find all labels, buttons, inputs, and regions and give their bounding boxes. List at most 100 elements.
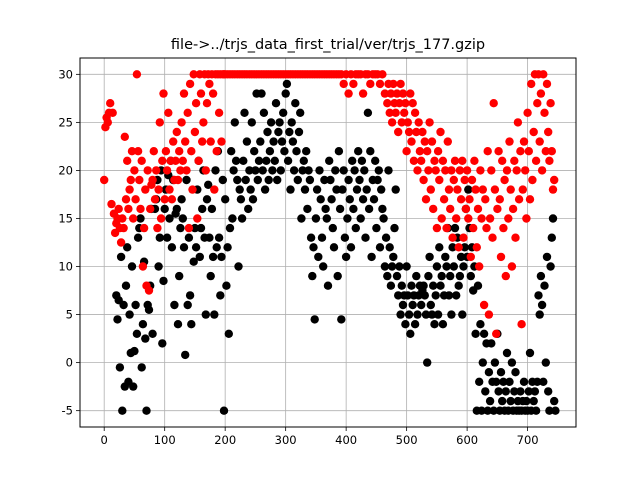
scatter-point: [484, 310, 494, 319]
y-tick-label: 30: [58, 67, 73, 81]
scatter-point: [539, 377, 548, 386]
scatter-point: [228, 214, 237, 223]
scatter-point: [309, 243, 318, 252]
y-tick-label: 5: [66, 308, 73, 322]
scatter-point: [425, 118, 434, 127]
scatter-point: [389, 79, 398, 89]
scatter-point: [479, 329, 489, 338]
scatter-point: [366, 147, 375, 156]
scatter-point: [235, 185, 244, 194]
scatter-point: [387, 118, 397, 127]
scatter-point: [127, 147, 137, 156]
scatter-point: [185, 79, 195, 89]
scatter-point: [263, 127, 272, 137]
scatter-point: [400, 108, 409, 118]
scatter-point: [478, 358, 487, 367]
scatter-point: [406, 329, 415, 338]
scatter-point: [392, 89, 402, 98]
scatter-point: [431, 166, 440, 175]
scatter-point: [299, 156, 308, 165]
scatter-point: [170, 300, 179, 310]
scatter-point: [136, 204, 145, 214]
scatter-point: [349, 204, 358, 214]
scatter-point: [363, 108, 373, 118]
scatter-point: [210, 310, 219, 319]
scatter-point: [212, 147, 221, 156]
scatter-point: [146, 204, 155, 214]
scatter-point: [443, 137, 452, 146]
scatter-point: [184, 233, 194, 242]
scatter-point: [410, 108, 420, 118]
scatter-point: [455, 271, 465, 281]
scatter-point: [171, 156, 180, 165]
scatter-point: [442, 262, 451, 271]
scatter-point: [415, 147, 425, 156]
scatter-point: [199, 118, 208, 127]
scatter-point: [148, 175, 157, 185]
scatter-point: [541, 147, 550, 156]
scatter-point: [340, 233, 350, 242]
scatter-point: [210, 185, 219, 194]
scatter-point: [201, 166, 210, 175]
scatter-point: [337, 315, 346, 324]
scatter-point: [298, 166, 307, 175]
scatter-point: [545, 406, 554, 415]
scatter-point: [332, 185, 341, 194]
scatter-point: [172, 204, 181, 214]
scatter-point: [454, 243, 463, 252]
scatter-point: [260, 185, 270, 194]
scatter-point: [334, 147, 344, 156]
scatter-point: [544, 127, 553, 137]
scatter-point: [153, 223, 162, 233]
y-tick-label: 10: [58, 260, 73, 274]
scatter-point: [391, 185, 400, 194]
scatter-point: [492, 377, 501, 386]
scatter-point: [160, 204, 169, 214]
scatter-point: [207, 204, 217, 214]
scatter-point: [496, 368, 506, 377]
scatter-point: [444, 185, 454, 194]
scatter-point: [448, 243, 457, 252]
scatter-point: [150, 195, 160, 204]
scatter-point: [335, 204, 345, 214]
scatter-point: [316, 195, 325, 204]
scatter-point: [412, 127, 421, 137]
scatter-point: [234, 262, 243, 271]
scatter-point: [430, 320, 439, 329]
scatter-point: [339, 166, 348, 175]
scatter-point: [165, 214, 174, 223]
scatter-point: [181, 137, 190, 146]
scatter-point: [435, 175, 444, 185]
scatter-point: [454, 281, 463, 290]
scatter-point: [507, 358, 517, 367]
scatter-point: [154, 262, 163, 271]
scatter-point: [418, 127, 427, 137]
scatter-point: [251, 166, 260, 175]
scatter-point: [476, 166, 485, 175]
scatter-point: [484, 368, 494, 377]
scatter-point: [524, 147, 533, 156]
scatter-point: [531, 406, 541, 415]
scatter-point: [156, 214, 166, 223]
scatter-point: [395, 99, 404, 108]
data-points: [100, 70, 560, 415]
scatter-point: [190, 223, 200, 233]
scatter-point: [424, 271, 433, 281]
scatter-point: [264, 175, 273, 185]
scatter-point: [281, 89, 290, 98]
scatter-point: [308, 271, 317, 281]
scatter-point: [548, 214, 558, 223]
scatter-point: [119, 223, 128, 233]
scatter-point: [466, 252, 475, 262]
scatter-point: [517, 320, 526, 329]
scatter-point: [402, 262, 411, 271]
scatter-point: [254, 156, 264, 165]
scatter-point: [175, 271, 184, 281]
scatter-point: [108, 108, 117, 118]
scatter-point: [371, 156, 380, 165]
scatter-point: [116, 238, 126, 247]
scatter-point: [395, 262, 404, 271]
scatter-point: [523, 108, 532, 118]
